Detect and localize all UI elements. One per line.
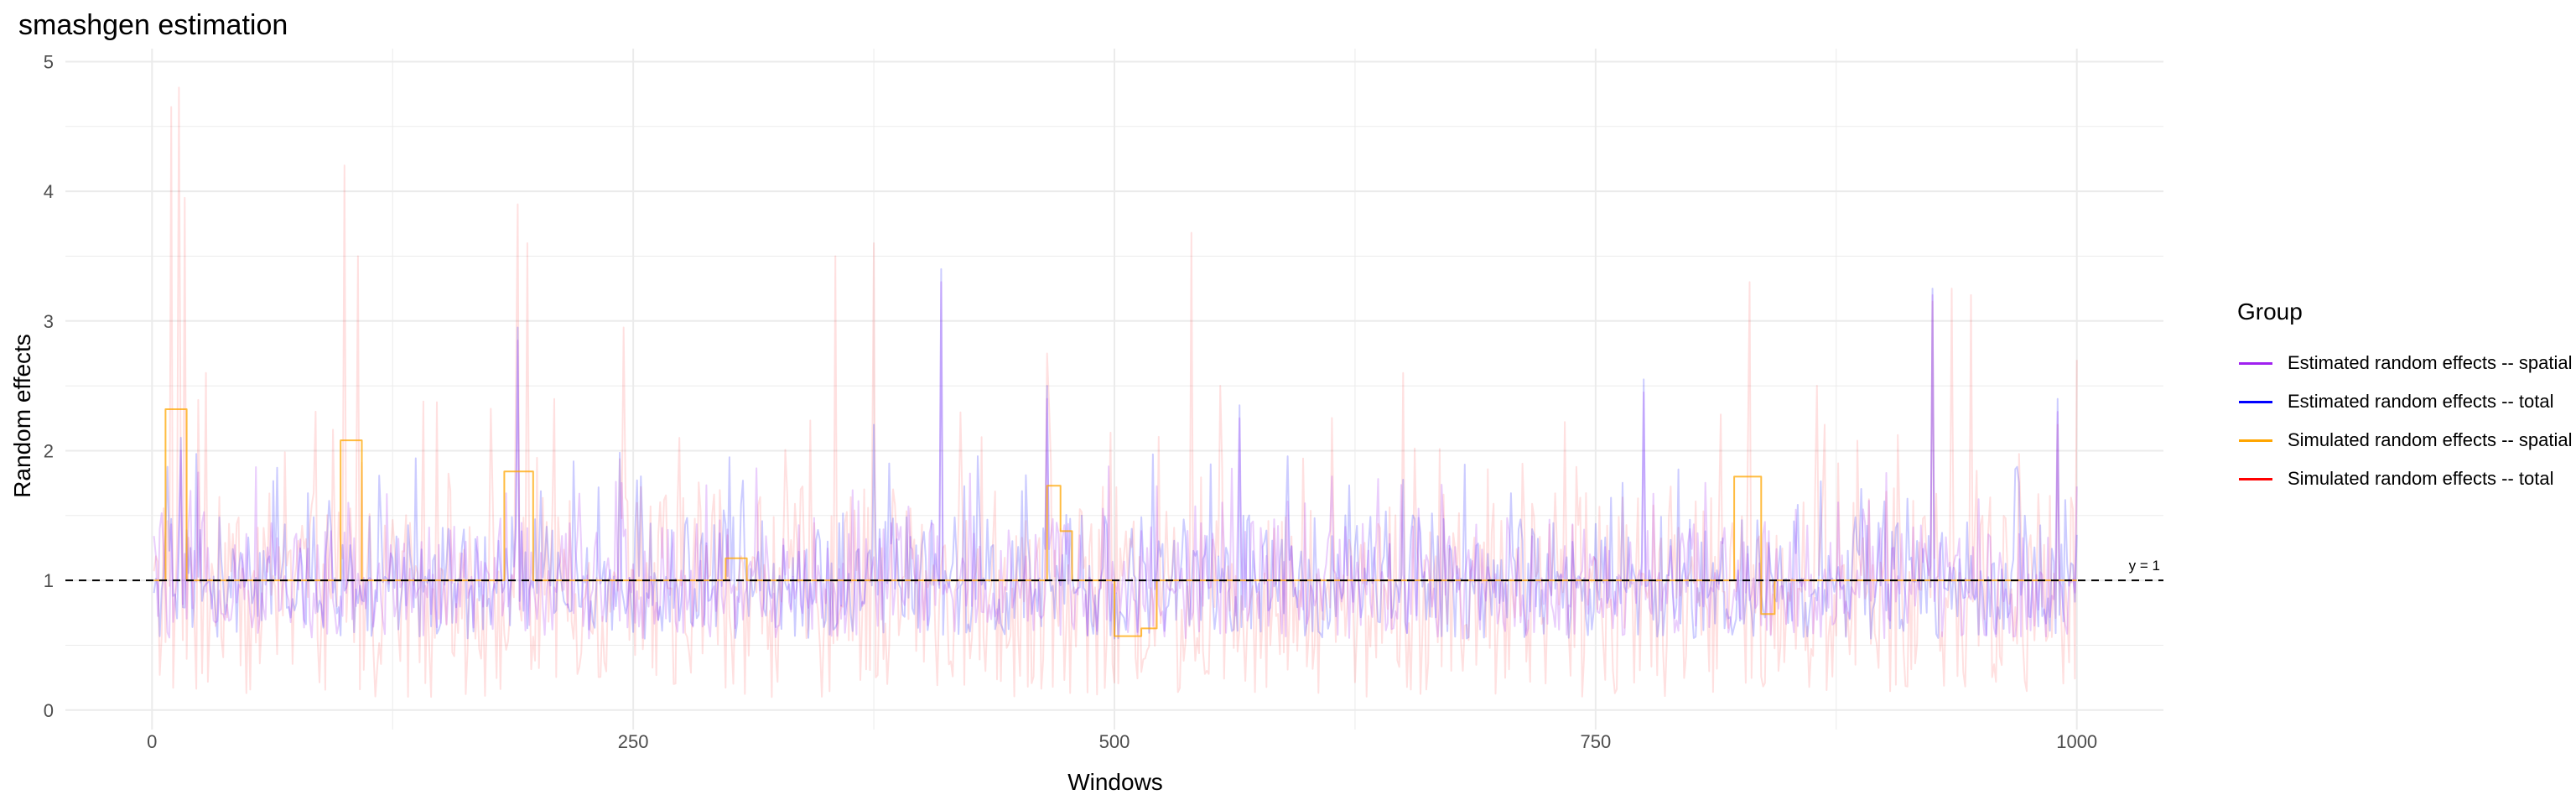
x-tick-label: 0 xyxy=(147,731,157,752)
legend-items: Estimated random effects -- spatial Estim… xyxy=(2232,344,2573,498)
chart-title: smashgen estimation xyxy=(18,9,288,41)
legend-label: Simulated random effects -- total xyxy=(2288,468,2554,489)
legend-swatch xyxy=(2239,477,2272,480)
legend-swatch xyxy=(2239,439,2272,442)
series-line-estimated-random-effects-spatial xyxy=(153,281,2078,640)
y-tick-label: 0 xyxy=(44,700,54,721)
x-axis: 0 250 500 750 1000 xyxy=(147,731,2097,752)
y-tick-label: 2 xyxy=(44,440,54,461)
x-tick-label: 250 xyxy=(618,731,649,752)
legend: Group Estimated random effects -- spatia… xyxy=(2232,299,2573,498)
legend-swatch xyxy=(2239,400,2272,403)
y-tick-label: 4 xyxy=(44,181,54,202)
legend-item: Estimated random effects -- spatial xyxy=(2232,344,2573,382)
legend-label: Estimated random effects -- spatial xyxy=(2288,352,2573,373)
legend-title: Group xyxy=(2237,299,2303,325)
y-tick-label: 3 xyxy=(44,311,54,332)
legend-item: Simulated random effects -- total xyxy=(2232,460,2573,498)
legend-item: Simulated random effects -- spatial xyxy=(2232,421,2573,460)
series-line-simulated-random-effects-spatial xyxy=(153,408,2077,637)
legend-label: Simulated random effects -- spatial xyxy=(2288,429,2573,450)
y-tick-label: 5 xyxy=(44,51,54,72)
series-line-estimated-random-effects-total xyxy=(153,267,2078,640)
legend-label: Estimated random effects -- total xyxy=(2288,391,2554,412)
x-tick-label: 750 xyxy=(1580,731,1611,752)
series-line-simulated-random-effects-total xyxy=(153,86,2078,699)
y-axis-label: Random effects xyxy=(9,334,35,498)
plot-series xyxy=(153,86,2078,699)
y-tick-label: 1 xyxy=(44,570,54,591)
legend-item: Estimated random effects -- total xyxy=(2232,382,2573,421)
y-axis: 0 1 2 3 4 5 xyxy=(44,51,54,720)
x-tick-label: 1000 xyxy=(2056,731,2097,752)
reference-line-label: y = 1 xyxy=(2129,558,2160,574)
x-axis-label: Windows xyxy=(1067,769,1163,795)
legend-swatch xyxy=(2239,361,2272,365)
x-tick-label: 500 xyxy=(1099,731,1130,752)
reference-line-group: y = 1 xyxy=(65,558,2163,582)
